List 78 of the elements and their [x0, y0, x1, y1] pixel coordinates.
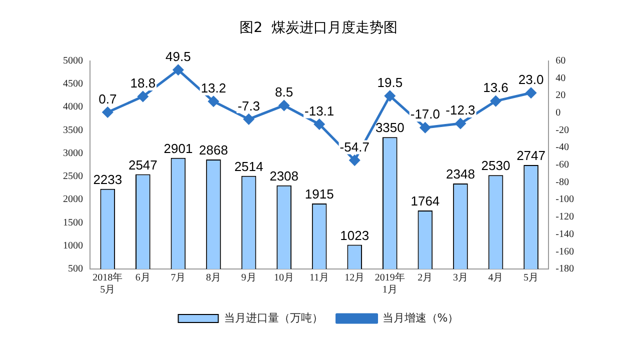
data-label: 2530	[481, 158, 510, 174]
y-tick-label: 1500	[63, 217, 83, 228]
y-tick-label: 2000	[63, 194, 83, 206]
point	[420, 122, 430, 133]
point	[349, 155, 360, 166]
x-tick-label: 2月	[418, 272, 433, 284]
point	[455, 118, 466, 129]
x-tick-label: 12月	[344, 272, 365, 284]
data-label: -54.7	[340, 139, 370, 154]
chart-title: 图2 煤炭进口月度走势图	[240, 20, 398, 36]
data-label: 13.2	[200, 80, 226, 96]
data-label: -17.0	[410, 106, 440, 122]
data-label: 18.8	[130, 76, 156, 91]
y2-tick-label: -100	[556, 194, 574, 206]
legend-label: 当月增速（%）	[382, 311, 459, 324]
data-label: -13.1	[304, 103, 334, 118]
y2-tick-label: -80	[556, 176, 570, 188]
x-tick-label: 8月	[206, 272, 221, 284]
y-tick-label: 4000	[63, 102, 83, 113]
y-tick-label: 3000	[63, 148, 83, 159]
point	[314, 118, 325, 130]
y-tick-label: 500	[68, 264, 83, 275]
data-label: -7.3	[238, 98, 260, 114]
data-label: 2868	[199, 142, 228, 158]
x-tick-label: 10月	[274, 272, 294, 284]
data-label: 2901	[164, 140, 193, 156]
point	[278, 100, 290, 111]
y2-tick-label: -120	[556, 212, 574, 223]
point	[208, 96, 219, 107]
x-tick-label: 11月	[310, 272, 330, 284]
y2-tick-label: 40	[556, 72, 566, 84]
y-tick-label: 2500	[63, 171, 83, 182]
data-label: 1023	[340, 228, 370, 243]
data-label: 1764	[410, 194, 440, 209]
y-tick-label: 5000	[63, 55, 83, 66]
data-label: 2747	[516, 148, 546, 164]
x-tick-label: 4月	[488, 272, 504, 284]
data-label: 23.0	[518, 72, 544, 87]
point	[490, 96, 501, 106]
y2-tick-label: 0	[556, 107, 561, 118]
y-tick-label: 1000	[63, 240, 83, 252]
data-label: 2233	[93, 172, 122, 187]
data-label: 49.5	[166, 48, 191, 64]
y2-tick-label: -160	[556, 246, 574, 258]
data-label: 2514	[234, 158, 264, 174]
data-label: 1915	[304, 186, 334, 202]
y2-tick-label: -60	[556, 160, 570, 171]
data-label: 8.5	[275, 84, 294, 100]
point	[172, 64, 184, 76]
x-tick-label: 7月	[170, 272, 186, 284]
data-label: 2308	[270, 168, 299, 184]
data-label: 0.7	[98, 91, 117, 106]
point	[244, 114, 254, 124]
data-label: 13.6	[483, 80, 508, 96]
y-tick-label: 3500	[63, 124, 83, 136]
x-tick-label: 2019年 1月	[374, 272, 405, 296]
point	[384, 90, 396, 102]
x-tick-label: 2018年 5月	[92, 272, 123, 296]
data-label: 19.5	[377, 75, 403, 90]
data-label: 3350	[375, 120, 404, 136]
x-tick-label: 3月	[452, 272, 468, 284]
y2-tick-label: -40	[556, 142, 570, 154]
data-label: 2547	[128, 157, 158, 172]
point	[138, 91, 148, 102]
y-tick-label: 4500	[63, 78, 83, 90]
point	[102, 106, 113, 118]
y2-tick-label: 20	[556, 90, 566, 102]
data-label: -12.3	[446, 102, 476, 118]
x-tick-label: 5月	[524, 272, 539, 284]
y2-tick-label: -140	[556, 228, 574, 240]
point	[526, 88, 536, 98]
y2-tick-label: 60	[556, 55, 566, 66]
y2-tick-label: -20	[556, 124, 570, 136]
data-label: 2348	[446, 166, 475, 182]
legend-label: 当月进口量（万吨）	[224, 311, 323, 324]
y2-tick-label: -180	[556, 264, 574, 275]
x-tick-label: 9月	[241, 272, 256, 284]
x-tick-label: 6月	[135, 272, 150, 284]
